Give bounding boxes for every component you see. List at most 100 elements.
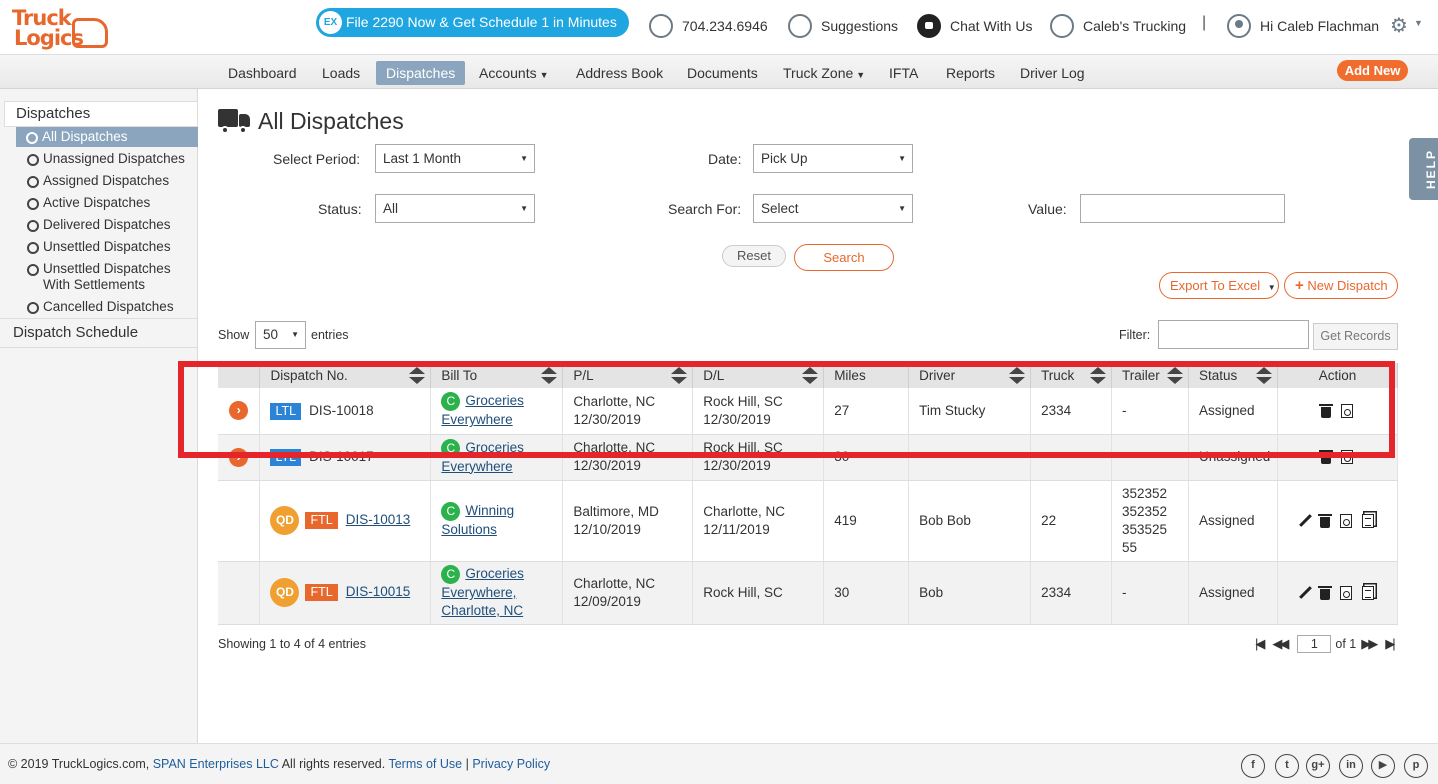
delete-icon[interactable] — [1319, 450, 1334, 465]
youtube-icon[interactable]: ▶ — [1371, 754, 1395, 778]
column-header-pl[interactable]: P/L — [562, 363, 694, 388]
table-row[interactable]: QD FTL DIS-10013 C Winning Solutions Baltimo… — [218, 480, 1399, 562]
edit-icon[interactable] — [1299, 586, 1312, 600]
promo-2290-button[interactable]: EX File 2290 Now & Get Schedule 1 in Min… — [316, 8, 629, 37]
sidebar-item-dispatch-schedule[interactable]: Dispatch Schedule — [0, 318, 197, 348]
filter-input[interactable] — [1158, 320, 1309, 349]
document-icon[interactable] — [1339, 513, 1352, 528]
page-input[interactable]: 1 — [1297, 635, 1332, 653]
user-menu[interactable]: Hi Caleb Flachman — [1227, 13, 1379, 39]
delete-icon[interactable] — [1317, 585, 1332, 600]
twitter-icon[interactable]: t — [1275, 754, 1299, 778]
sidebar-heading[interactable]: Dispatches — [4, 101, 198, 127]
column-header-dispatch-no[interactable]: Dispatch No. — [259, 363, 432, 388]
span-enterprises-link[interactable]: SPAN Enterprises LLC — [152, 757, 279, 771]
date-select[interactable]: Pick Up — [753, 144, 913, 173]
document-icon[interactable] — [1341, 404, 1354, 419]
nav-driver-log[interactable]: Driver Log — [1020, 65, 1085, 81]
copy-icon[interactable] — [1361, 513, 1374, 528]
nav-loads[interactable]: Loads — [322, 65, 361, 81]
sort-icon[interactable] — [1009, 367, 1026, 385]
column-header-trailer[interactable]: Trailer — [1111, 363, 1189, 388]
bill-to-link[interactable]: Groceries Everywhere — [441, 393, 524, 427]
column-header-truck[interactable]: Truck — [1030, 363, 1113, 388]
column-header-bill-to[interactable]: Bill To — [430, 363, 564, 388]
dispatch-number-link[interactable]: DIS-10013 — [345, 512, 411, 528]
expand-row-icon[interactable]: › — [229, 447, 249, 467]
add-new-button[interactable]: Add New — [1337, 60, 1408, 81]
column-header-dl[interactable]: D/L — [692, 363, 825, 388]
period-select[interactable]: Last 1 Month — [375, 144, 535, 173]
linkedin-icon[interactable]: in — [1339, 754, 1363, 778]
entries-select[interactable]: 50 — [255, 321, 306, 349]
table-row[interactable]: QD FTL DIS-10015 C Groceries Everywhere, Char… — [218, 561, 1399, 625]
nav-documents[interactable]: Documents — [687, 65, 758, 81]
sort-icon[interactable] — [541, 367, 558, 385]
export-excel-button[interactable]: Export To Excel ▼ — [1159, 272, 1279, 299]
terms-link[interactable]: Terms of Use — [388, 757, 463, 771]
chat-link[interactable]: Chat With Us — [917, 13, 1032, 39]
get-records-button[interactable]: Get Records — [1313, 323, 1398, 350]
new-dispatch-button[interactable]: + New Dispatch — [1284, 272, 1398, 299]
table-row[interactable]: › LTL DIS-10018 C Groceries Everywhere Char… — [218, 388, 1399, 435]
sort-icon[interactable] — [802, 367, 819, 385]
help-tab[interactable]: HELP — [1409, 138, 1438, 200]
next-page-icon[interactable]: ▶▶ — [1361, 636, 1378, 651]
sidebar-item-all-dispatches[interactable]: All Dispatches — [16, 127, 198, 147]
column-header-miles[interactable]: Miles — [823, 363, 910, 388]
pinterest-icon[interactable]: p — [1404, 754, 1428, 778]
sidebar-item-unsettled[interactable]: Unsettled Dispatches — [24, 239, 198, 255]
facebook-icon[interactable]: f — [1241, 754, 1265, 778]
sort-icon[interactable] — [1166, 367, 1183, 385]
chevron-down-icon[interactable]: ▼ — [1414, 18, 1423, 28]
delete-icon[interactable] — [1317, 513, 1332, 528]
nav-reports[interactable]: Reports — [946, 65, 996, 81]
column-header-driver[interactable]: Driver — [908, 363, 1032, 388]
sort-icon[interactable] — [409, 367, 426, 385]
status-select[interactable]: All — [375, 194, 535, 223]
gear-icon[interactable]: ⚙ — [1390, 15, 1408, 37]
google-plus-icon[interactable]: g+ — [1306, 754, 1330, 778]
delete-icon[interactable] — [1319, 404, 1334, 419]
nav-address-book[interactable]: Address Book — [576, 65, 664, 81]
suggestions-link[interactable]: Suggestions — [788, 13, 898, 39]
bill-to-link[interactable]: Groceries Everywhere, Charlotte, NC — [441, 566, 524, 618]
trucklogics-logo[interactable]: Truck Logics — [12, 6, 112, 52]
last-page-icon[interactable]: ▶| — [1385, 636, 1396, 651]
privacy-link[interactable]: Privacy Policy — [472, 757, 551, 771]
sort-icon[interactable] — [1255, 367, 1272, 385]
nav-dashboard[interactable]: Dashboard — [228, 65, 297, 81]
bill-to-link[interactable]: Groceries Everywhere — [441, 440, 524, 474]
sidebar-item-active[interactable]: Active Dispatches — [24, 195, 198, 211]
edit-icon[interactable] — [1299, 514, 1312, 528]
nav-dispatches[interactable]: Dispatches — [376, 61, 466, 85]
document-icon[interactable] — [1339, 585, 1352, 600]
value-input[interactable] — [1080, 194, 1285, 223]
sort-icon[interactable] — [671, 367, 688, 385]
reset-button[interactable]: Reset — [722, 245, 786, 267]
sidebar-item-assigned[interactable]: Assigned Dispatches — [24, 173, 198, 189]
dispatch-number-link[interactable]: DIS-10015 — [345, 584, 411, 600]
search-button[interactable]: Search — [794, 244, 894, 271]
sort-icon[interactable] — [1090, 367, 1107, 385]
table-row[interactable]: › LTL DIS-10017 C Groceries Everywhere Char… — [218, 434, 1399, 481]
status-label: Status: — [318, 201, 362, 217]
sidebar-item-unsettled-settlements[interactable]: Unsettled Dispatches With Settlements — [24, 261, 198, 293]
expand-row-icon[interactable]: › — [229, 401, 249, 421]
prev-page-icon[interactable]: ◀◀ — [1272, 636, 1289, 651]
sidebar-item-cancelled[interactable]: Cancelled Dispatches — [24, 299, 198, 315]
sidebar-item-delivered[interactable]: Delivered Dispatches — [24, 217, 198, 233]
first-page-icon[interactable]: |◀ — [1255, 636, 1266, 651]
search-for-select[interactable]: Select — [753, 194, 913, 223]
nav-truck-zone[interactable]: Truck Zone ▼ — [773, 61, 875, 85]
sidebar-item-unassigned[interactable]: Unassigned Dispatches — [24, 151, 198, 167]
nav-ifta[interactable]: IFTA — [889, 65, 919, 81]
column-header-status[interactable]: Status — [1188, 363, 1278, 388]
nav-accounts[interactable]: Accounts ▼ — [469, 61, 559, 85]
company-link[interactable]: Caleb's Trucking — [1050, 13, 1186, 39]
phone-link[interactable]: 704.234.6946 — [649, 13, 768, 39]
copy-icon[interactable] — [1361, 585, 1374, 600]
bill-to-link[interactable]: Winning Solutions — [441, 503, 514, 537]
chevron-down-icon: ▼ — [1267, 283, 1276, 292]
document-icon[interactable] — [1341, 450, 1354, 465]
